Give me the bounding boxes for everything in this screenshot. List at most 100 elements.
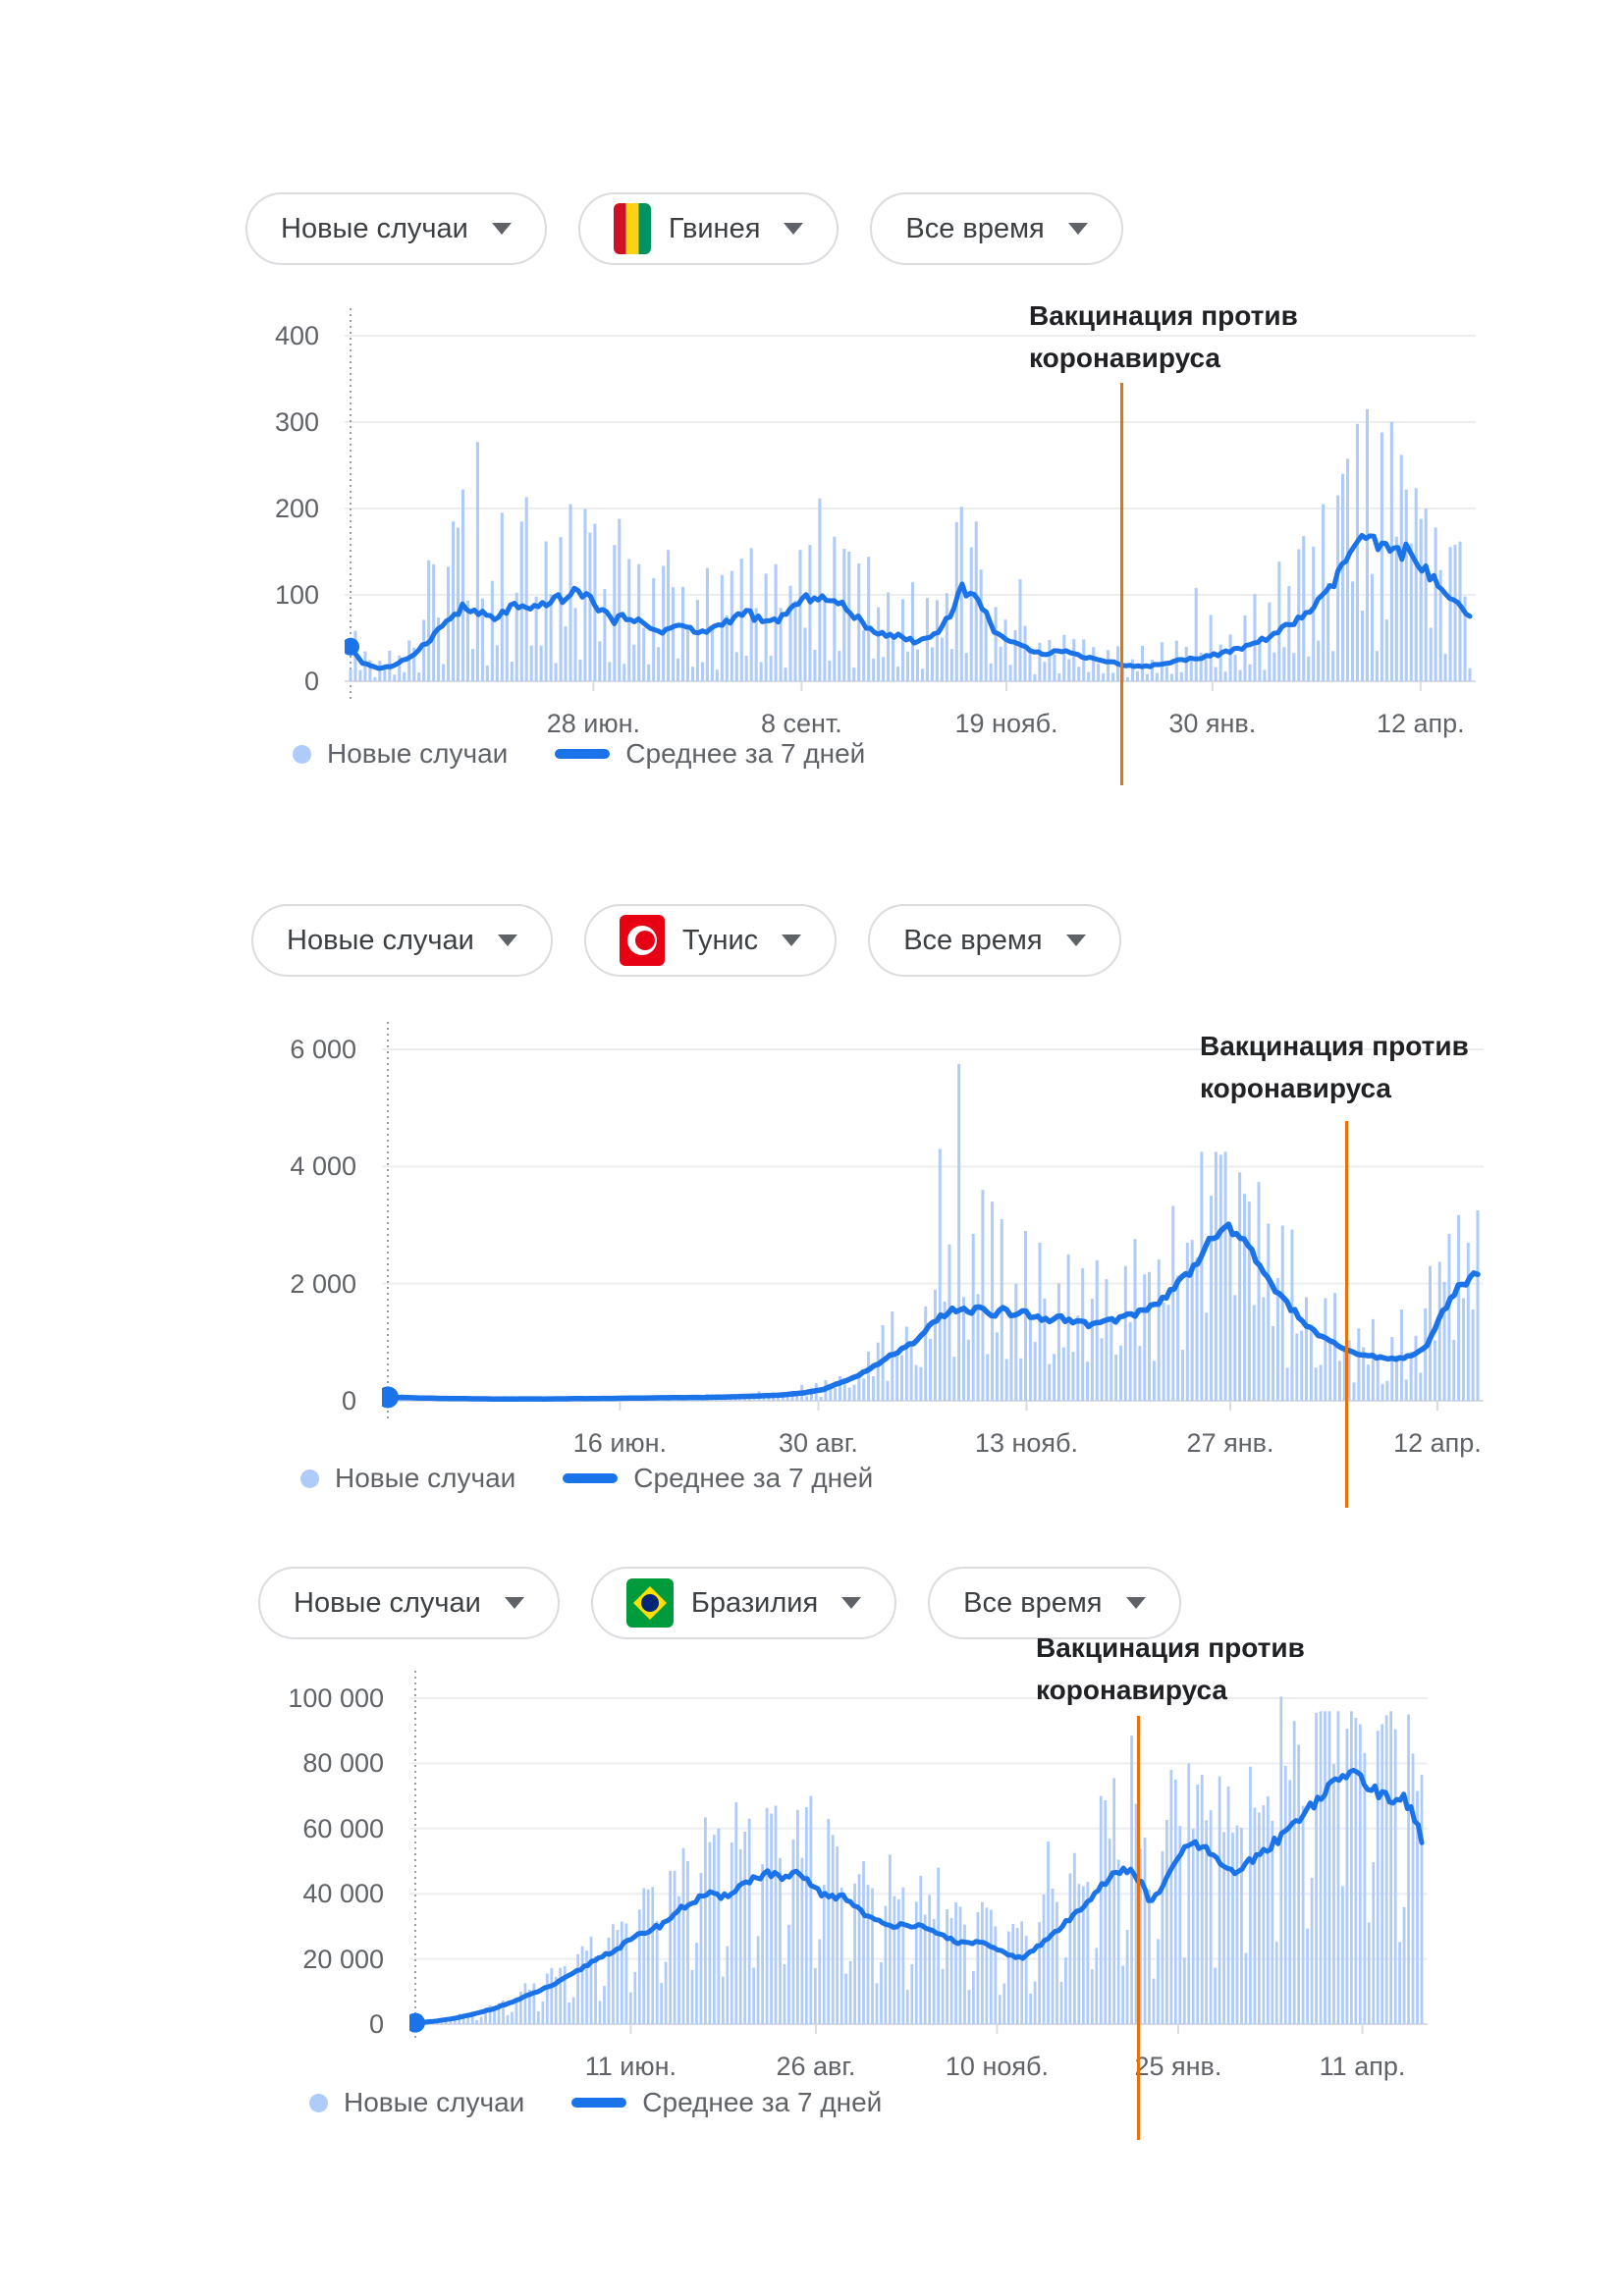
daily-cases-bar [1059,1981,1063,2024]
daily-cases-bar [1341,473,1345,681]
chevron-down-icon [784,223,804,235]
daily-cases-bar [1148,1890,1151,2024]
daily-cases-bar [1100,1338,1104,1401]
daily-cases-bar [1414,1335,1418,1401]
daily-cases-bar [1457,1214,1461,1401]
daily-cases-bar [1380,432,1383,681]
daily-cases-bar [657,647,661,681]
avg-7day-line [385,1221,1481,1403]
daily-cases-bar [514,592,518,681]
x-axis-tick-label: 11 июн. [584,2052,677,2081]
daily-cases-bar [1108,1838,1111,2024]
daily-cases-bar [1020,1921,1024,2024]
daily-cases-bar [1409,543,1413,681]
daily-cases-bar [594,1956,597,2024]
daily-cases-bar [1312,546,1316,681]
chart-plot-area[interactable] [409,1665,1428,2048]
daily-cases-bar [994,1926,998,2024]
daily-cases-bar [1352,1382,1356,1401]
daily-cases-bar [857,563,861,681]
country-dropdown-label: Гвинея [668,212,761,244]
daily-cases-bar [857,1874,861,2024]
daily-cases-bar [1242,1194,1246,1401]
daily-cases-bar [1038,1922,1041,2024]
annotation-line2: коронавируса [1200,1073,1391,1103]
daily-cases-bar [1033,674,1037,681]
daily-cases-bar [1438,569,1442,681]
country-dropdown[interactable]: Тунис [583,904,838,977]
daily-cases-bar [585,1950,588,2024]
daily-cases-bar [1360,610,1365,681]
daily-cases-bar [1139,1848,1142,2024]
daily-cases-bar [598,641,602,681]
daily-cases-bar [1169,673,1173,681]
daily-cases-bar [1390,1337,1394,1401]
vaccination-marker-line [1120,383,1124,785]
daily-cases-bar [1125,676,1130,681]
daily-cases-bar [738,1848,742,2024]
metric-dropdown[interactable]: Новые случаи [245,192,547,265]
daily-cases-bar [1476,1210,1480,1401]
daily-cases-bar [1244,1952,1248,2024]
daily-cases-bar [1226,1786,1230,2024]
daily-cases-bar [940,637,944,681]
daily-cases-bar [1420,1774,1424,2024]
daily-cases-bar [578,659,582,681]
daily-cases-bar [1095,1259,1099,1401]
daily-cases-bar [813,649,817,681]
daily-cases-bar [752,1967,756,2024]
daily-cases-bar [500,512,504,681]
daily-cases-bar [1271,1820,1274,2024]
daily-cases-bar [857,1371,861,1401]
daily-cases-bar [717,1828,721,2024]
daily-cases-bar [882,657,886,681]
daily-cases-bar [1263,669,1267,681]
time-range-dropdown[interactable]: Все время [870,192,1123,265]
daily-cases-bar [756,1936,760,2024]
daily-cases-bar [734,1802,738,2024]
country-dropdown[interactable]: Гвинея [577,192,839,265]
daily-cases-bar [470,2013,474,2024]
chart-plot-area[interactable] [345,302,1476,705]
daily-cases-bar [1073,1852,1076,2024]
daily-cases-bar [1118,1345,1122,1401]
daily-cases-bar [1283,1765,1287,2024]
chart-legend: Новые случаи Среднее за 7 дней [309,2087,882,2118]
daily-cases-bar [919,1366,923,1401]
chart-plot-area[interactable] [382,1016,1484,1424]
daily-cases-bar [957,1063,961,1401]
daily-cases-bar [603,1986,606,2024]
time-range-dropdown[interactable]: Все время [928,1567,1181,1639]
daily-cases-bar [378,661,382,681]
daily-cases-bar [1461,1298,1465,1401]
daily-cases-bar [475,442,479,681]
daily-cases-bar [623,664,626,681]
x-axis-tick-label: 12 апр. [1393,1428,1482,1458]
daily-cases-bar [1145,673,1149,681]
daily-cases-bar [695,1943,698,2024]
daily-cases-bar [765,1807,769,2024]
daily-cases-bar [1068,1873,1072,2024]
metric-dropdown[interactable]: Новые случаи [251,904,553,977]
daily-cases-bar [1072,638,1076,681]
daily-cases-bar [800,1857,804,2024]
daily-cases-bar [1179,671,1183,681]
daily-cases-bar [514,1997,518,2024]
daily-cases-bar [795,1394,799,1401]
daily-cases-bar [708,1842,712,2024]
daily-cases-bar [1295,1333,1299,1401]
daily-cases-bar [1048,639,1052,681]
daily-cases-bar [393,674,397,681]
daily-cases-bar [358,669,362,681]
daily-cases-bar [536,2011,540,2024]
daily-cases-bar [1319,1364,1323,1401]
daily-cases-bar [896,1898,900,2024]
daily-cases-bar [971,1234,975,1401]
metric-dropdown[interactable]: Новые случаи [258,1567,560,1639]
country-dropdown-label: Бразилия [690,1586,819,1619]
time-range-dropdown[interactable]: Все время [868,904,1121,977]
daily-cases-bar [938,1148,942,1401]
country-dropdown[interactable]: Бразилия [590,1567,897,1639]
daily-cases-bar [686,1860,689,2024]
daily-cases-bar [1317,640,1321,681]
